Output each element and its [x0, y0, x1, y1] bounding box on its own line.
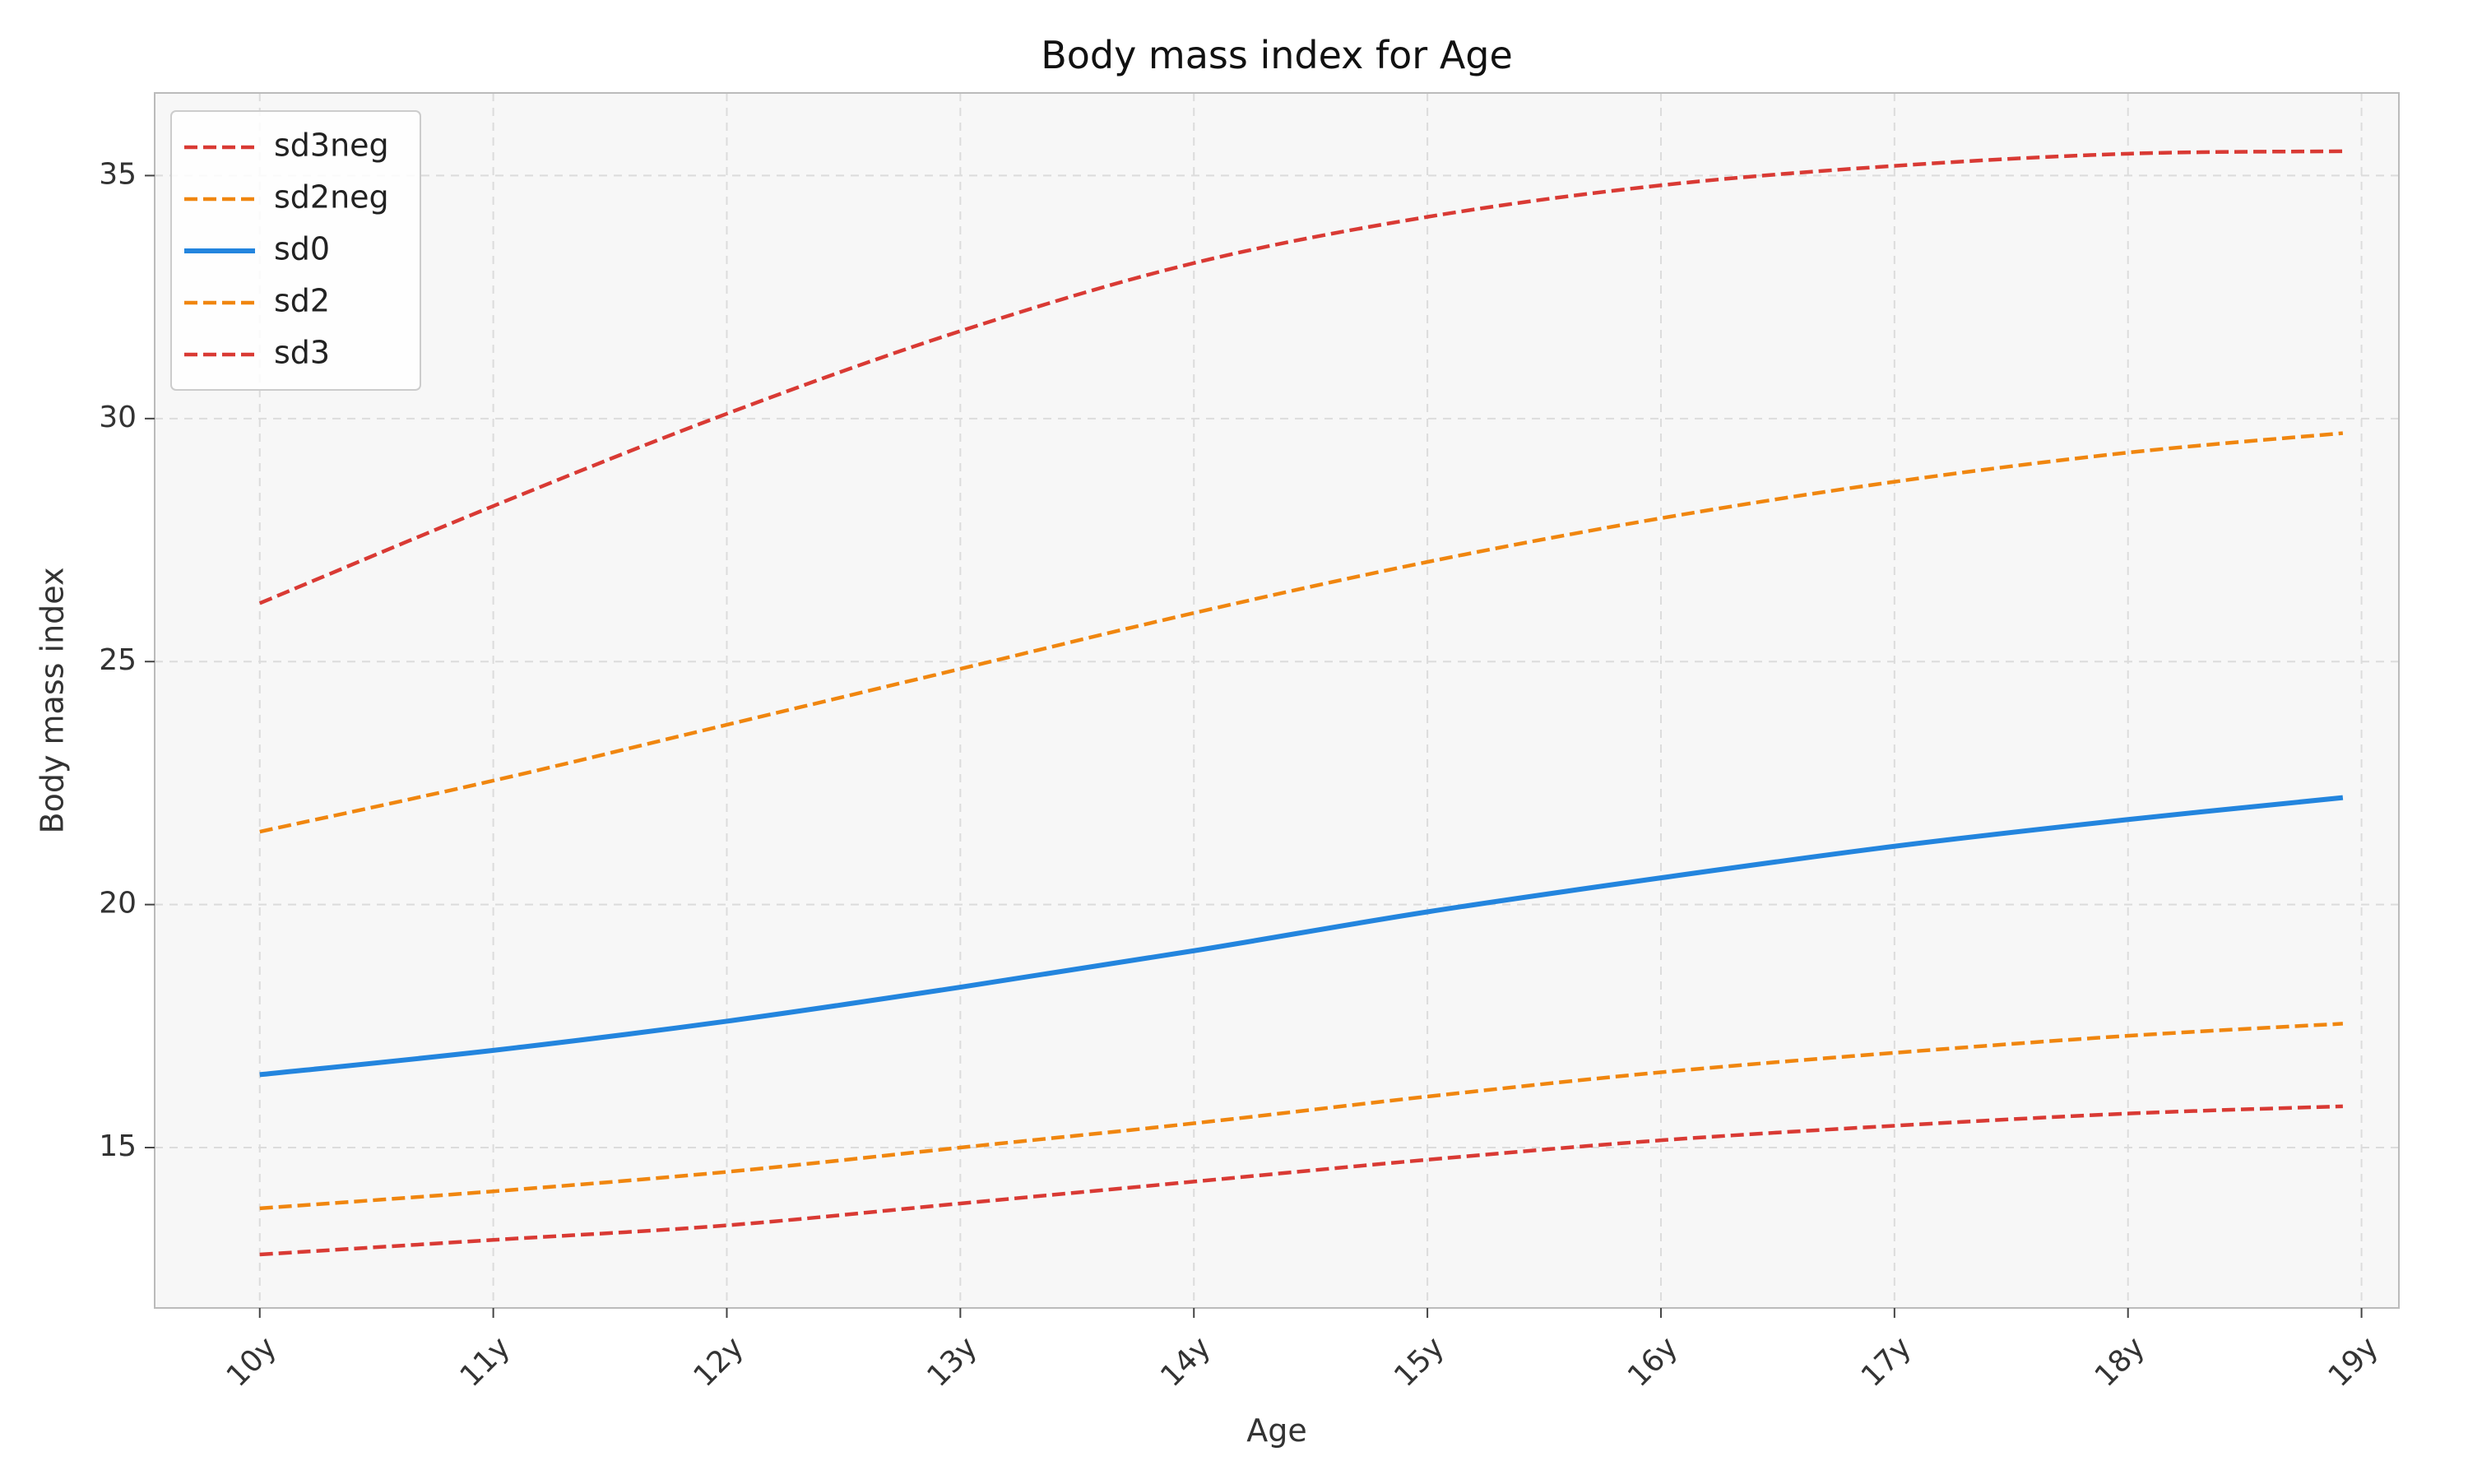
legend-box — [170, 110, 421, 391]
series-line-sd3neg — [259, 1104, 2343, 1257]
series-line-sd3 — [258, 149, 2343, 605]
y-axis-label: Body mass index — [35, 568, 71, 834]
gridlines — [155, 93, 2399, 1308]
series-lines — [258, 149, 2344, 1257]
y-tick-label: 25 — [99, 643, 137, 677]
legend-label-sd3: sd3 — [274, 335, 330, 371]
legend: sd3neg sd2neg sd0 sd2 sd3 — [170, 110, 421, 391]
chart-title: Body mass index for Age — [1041, 33, 1513, 77]
y-tick-label: 20 — [99, 887, 137, 921]
legend-label-sd2: sd2 — [274, 283, 330, 319]
series-line-sd0 — [259, 795, 2344, 1078]
y-tick-label: 15 — [99, 1129, 137, 1163]
series-line-sd2neg — [259, 1022, 2343, 1211]
legend-label-sd3neg: sd3neg — [274, 128, 389, 164]
plot-frame — [154, 92, 2400, 1309]
series-line-sd2 — [259, 431, 2344, 834]
legend-label-sd2neg: sd2neg — [274, 179, 389, 216]
x-axis-label: Age — [1246, 1412, 1307, 1449]
y-tick-label: 35 — [99, 157, 137, 191]
legend-label-sd0: sd0 — [274, 231, 330, 267]
y-tick-label: 30 — [99, 401, 137, 434]
plot-area — [155, 93, 2399, 1308]
